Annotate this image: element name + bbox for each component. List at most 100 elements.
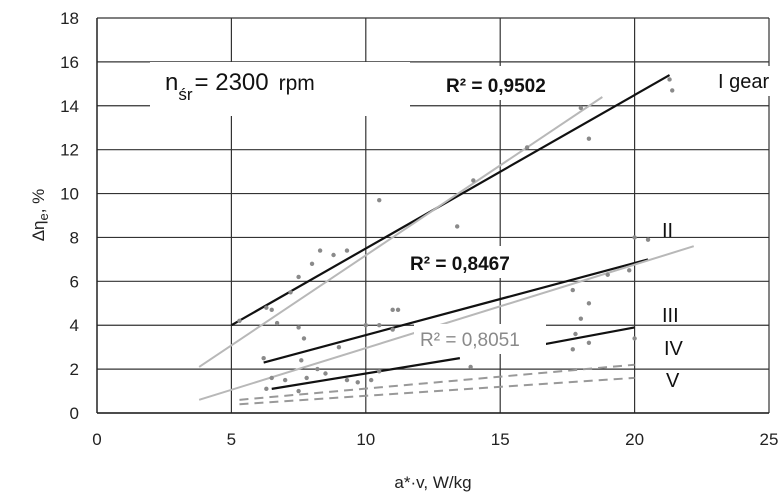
data-point xyxy=(454,224,460,229)
y-axis-title: Δηe, % xyxy=(29,189,51,242)
data-point xyxy=(670,88,675,93)
y-tick-label: 4 xyxy=(70,316,79,335)
speed-annotation: nśr= 2300 rpm xyxy=(165,69,315,104)
data-point xyxy=(570,287,575,293)
data-point xyxy=(309,261,315,266)
y-axis-title-unit: , % xyxy=(29,189,48,214)
data-point xyxy=(363,323,368,328)
y-tick-label: 16 xyxy=(60,53,79,72)
data-point xyxy=(471,178,476,183)
gear-label-1: I gear xyxy=(718,71,769,93)
data-point xyxy=(570,347,575,352)
data-point xyxy=(336,344,342,350)
data-point xyxy=(632,336,637,341)
r2-label-bg-3 xyxy=(414,324,546,354)
r2-label-bg-1 xyxy=(438,66,588,100)
x-tick-label: 5 xyxy=(227,430,236,449)
x-tick-label: 15 xyxy=(491,430,510,449)
trend-line-5 xyxy=(540,326,635,347)
data-point xyxy=(269,307,274,313)
r2-label-gear-3: R² = 0,8051 xyxy=(420,330,520,351)
x-tick-label: 0 xyxy=(92,430,101,449)
data-point xyxy=(667,77,672,82)
data-point xyxy=(304,375,309,381)
data-point xyxy=(264,305,269,310)
data-point xyxy=(315,366,320,372)
y-tick-label: 6 xyxy=(70,272,79,291)
y-tick-label: 14 xyxy=(60,97,79,116)
gear-label-bg-1 xyxy=(712,66,770,96)
data-point xyxy=(468,364,473,370)
y-tick-label: 12 xyxy=(60,141,79,160)
trend-line-3 xyxy=(263,258,649,364)
speed-annotation-box xyxy=(150,62,410,116)
x-axis-title: a*·v, W/kg xyxy=(394,473,471,492)
data-points xyxy=(237,77,675,394)
speed-symbol: n xyxy=(165,69,178,96)
trend-line-8 xyxy=(239,376,635,406)
data-point xyxy=(264,386,269,392)
data-point xyxy=(331,252,336,258)
r2-label-gear-2: R² = 0,8467 xyxy=(410,254,510,275)
x-tick-label: 10 xyxy=(356,430,375,449)
trend-line-7 xyxy=(239,363,635,401)
speed-symbol-sub: śr xyxy=(178,85,193,104)
gear-label-3: III xyxy=(662,305,679,327)
data-point xyxy=(296,274,301,280)
data-point xyxy=(390,327,395,332)
data-point xyxy=(573,331,578,337)
gear-label-5: V xyxy=(666,370,680,392)
x-tick-label: 25 xyxy=(760,430,779,449)
data-point xyxy=(368,377,374,383)
data-point xyxy=(344,248,350,253)
speed-value: = 2300 xyxy=(195,69,269,96)
trend-line-1 xyxy=(230,74,671,327)
data-point xyxy=(377,369,382,374)
trend-line-6 xyxy=(271,357,461,390)
data-point xyxy=(645,237,651,242)
data-point xyxy=(288,290,293,295)
trend-line-2 xyxy=(198,96,603,368)
data-point xyxy=(605,272,610,277)
y-tick-label: 0 xyxy=(70,404,79,423)
data-point xyxy=(578,316,584,321)
y-tick-label: 2 xyxy=(70,360,79,379)
y-tick-label: 18 xyxy=(60,9,79,28)
data-point xyxy=(317,248,323,253)
data-point xyxy=(377,197,382,203)
data-point xyxy=(296,325,301,330)
data-point xyxy=(274,320,280,326)
data-point xyxy=(632,235,637,240)
trend-line-4 xyxy=(198,245,695,401)
data-point xyxy=(586,301,592,306)
fit-lines xyxy=(198,74,695,406)
x-tick-label: 20 xyxy=(625,430,644,449)
tick-labels: 0 2 4 6 8 10 12 14 16 18 0 5 10 15 20 25 xyxy=(60,9,778,449)
data-point xyxy=(524,145,530,150)
data-point xyxy=(296,388,301,394)
r2-label-bg-2 xyxy=(402,246,552,278)
y-tick-label: 8 xyxy=(70,228,79,247)
speed-unit: rpm xyxy=(279,72,315,95)
gear-label-4: IV xyxy=(664,338,684,360)
r2-label-gear-1: R² = 0,9502 xyxy=(446,76,546,97)
data-point xyxy=(344,377,350,383)
data-point xyxy=(301,336,307,341)
data-point xyxy=(269,375,274,381)
data-point xyxy=(282,377,288,383)
data-point xyxy=(377,323,382,328)
y-axis-title-main: Δη xyxy=(29,220,48,241)
data-point xyxy=(299,358,304,363)
data-point xyxy=(627,268,632,273)
axes xyxy=(96,18,769,414)
data-point xyxy=(390,307,395,313)
data-point xyxy=(355,380,360,385)
data-point xyxy=(261,355,266,361)
data-point xyxy=(323,371,328,376)
data-point xyxy=(237,318,242,324)
data-point xyxy=(395,307,401,313)
gear-label-2: II xyxy=(662,220,673,242)
data-point xyxy=(586,136,592,141)
y-tick-label: 10 xyxy=(60,185,79,204)
